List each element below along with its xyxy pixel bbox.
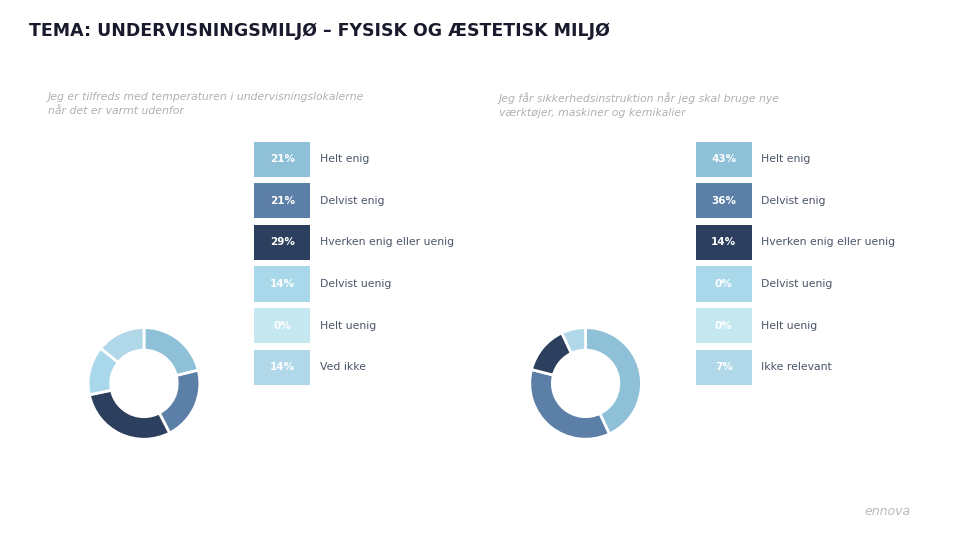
Text: 0%: 0% bbox=[274, 321, 291, 330]
Wedge shape bbox=[530, 369, 610, 439]
Text: Delvist enig: Delvist enig bbox=[761, 196, 826, 206]
Text: Helt uenig: Helt uenig bbox=[761, 321, 818, 330]
Text: 36%: 36% bbox=[711, 196, 736, 206]
Text: Ikke relevant: Ikke relevant bbox=[761, 362, 832, 372]
Text: Hverken enig eller uenig: Hverken enig eller uenig bbox=[761, 238, 896, 247]
Text: 14%: 14% bbox=[711, 238, 736, 247]
Text: Helt uenig: Helt uenig bbox=[320, 321, 376, 330]
Text: Helt enig: Helt enig bbox=[761, 154, 810, 164]
Text: 21%: 21% bbox=[270, 196, 295, 206]
Text: 0%: 0% bbox=[715, 279, 732, 289]
Wedge shape bbox=[159, 370, 200, 433]
Wedge shape bbox=[586, 328, 641, 434]
Text: 0%: 0% bbox=[715, 321, 732, 330]
Wedge shape bbox=[101, 328, 144, 362]
Text: 21%: 21% bbox=[270, 154, 295, 164]
Text: Hverken enig eller uenig: Hverken enig eller uenig bbox=[320, 238, 454, 247]
Text: Delvist uenig: Delvist uenig bbox=[761, 279, 832, 289]
Text: TEMA: UNDERVISNINGSMILJØ – FYSISK OG ÆSTETISK MILJØ: TEMA: UNDERVISNINGSMILJØ – FYSISK OG ÆST… bbox=[29, 22, 610, 39]
Text: 29%: 29% bbox=[270, 238, 295, 247]
Text: 14%: 14% bbox=[270, 362, 295, 372]
Wedge shape bbox=[532, 333, 571, 375]
Text: Delvist uenig: Delvist uenig bbox=[320, 279, 391, 289]
Text: 7%: 7% bbox=[715, 362, 732, 372]
Text: ennova: ennova bbox=[864, 505, 910, 518]
Text: 14%: 14% bbox=[270, 279, 295, 289]
Text: Delvist enig: Delvist enig bbox=[320, 196, 384, 206]
Wedge shape bbox=[562, 328, 586, 353]
Text: Ved ikke: Ved ikke bbox=[320, 362, 366, 372]
Text: Jeg er tilfreds med temperaturen i undervisningslokalerne
når det er varmt udenf: Jeg er tilfreds med temperaturen i under… bbox=[48, 92, 365, 116]
Text: 43%: 43% bbox=[711, 154, 736, 164]
Text: Helt enig: Helt enig bbox=[320, 154, 369, 164]
Wedge shape bbox=[144, 328, 199, 375]
Text: Jeg får sikkerhedsinstruktion når jeg skal bruge nye
værktøjer, maskiner og kemi: Jeg får sikkerhedsinstruktion når jeg sk… bbox=[499, 92, 780, 118]
Wedge shape bbox=[88, 348, 118, 395]
Wedge shape bbox=[89, 390, 170, 439]
